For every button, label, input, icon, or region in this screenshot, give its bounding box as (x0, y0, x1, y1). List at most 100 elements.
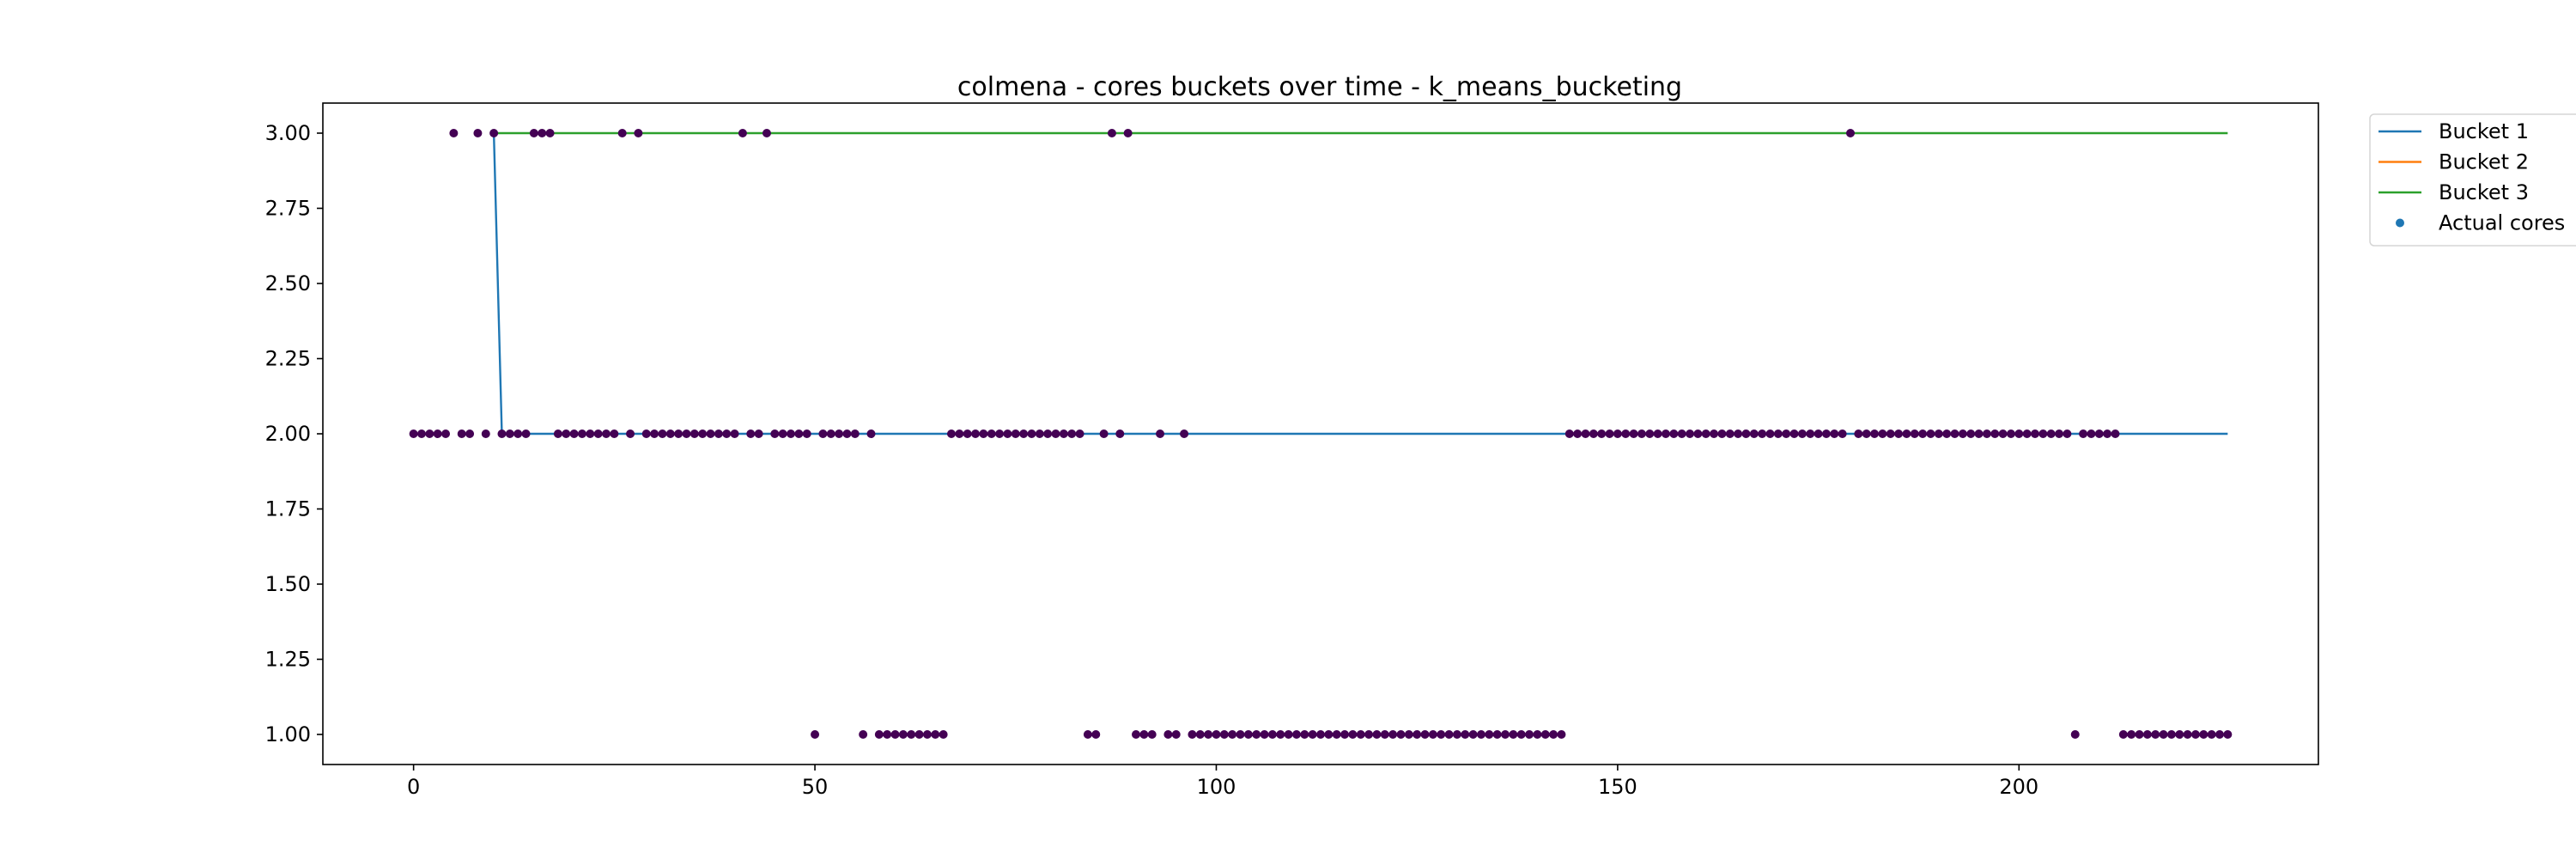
data-point (770, 430, 780, 438)
y-tick-label: 2.75 (265, 197, 311, 221)
data-point (890, 730, 900, 739)
data-point (1701, 430, 1710, 438)
data-point (811, 730, 820, 739)
data-point (866, 430, 876, 438)
data-point (1461, 730, 1470, 739)
data-point (601, 430, 611, 438)
legend-label-bucket-3: Bucket 3 (2439, 180, 2529, 204)
data-point (1396, 730, 1406, 739)
data-point (1958, 430, 1967, 438)
data-point (2063, 430, 2072, 438)
data-point (497, 430, 507, 438)
data-point (441, 430, 451, 438)
data-point (449, 129, 459, 137)
data-point (1027, 430, 1036, 438)
legend-label-bucket-2: Bucket 2 (2439, 150, 2529, 174)
data-point (1059, 430, 1068, 438)
data-point (1998, 430, 2008, 438)
data-point (2055, 430, 2064, 438)
data-point (1284, 730, 1293, 739)
data-point (658, 430, 667, 438)
data-point (1789, 430, 1799, 438)
data-point (1902, 430, 1911, 438)
legend-label-actual-cores: Actual cores (2439, 211, 2565, 235)
data-point (521, 430, 531, 438)
data-point (1910, 430, 1919, 438)
x-tick-label: 100 (1197, 775, 1236, 799)
data-point (553, 430, 562, 438)
data-point (1934, 430, 1943, 438)
data-point (1854, 430, 1863, 438)
data-point (1830, 430, 1839, 438)
data-point (2022, 430, 2032, 438)
data-point (665, 430, 675, 438)
data-point (1966, 430, 1976, 438)
data-point (714, 430, 723, 438)
data-point (2190, 730, 2200, 739)
y-tick-label: 3.00 (265, 121, 311, 145)
data-point (1597, 430, 1607, 438)
data-point (1782, 430, 1791, 438)
data-point (1926, 430, 1935, 438)
data-point (987, 430, 996, 438)
data-point (1573, 430, 1583, 438)
data-point (1821, 430, 1831, 438)
data-point (1661, 430, 1670, 438)
data-point (1276, 730, 1285, 739)
data-point (1525, 730, 1534, 739)
data-point (922, 730, 932, 739)
data-point (1686, 430, 1695, 438)
data-point (1749, 430, 1759, 438)
data-point (2215, 730, 2225, 739)
data-point (1163, 730, 1173, 739)
data-point (2199, 730, 2208, 739)
data-point (963, 430, 972, 438)
data-point (1413, 730, 1422, 739)
data-point (1437, 730, 1446, 739)
data-point (850, 430, 860, 438)
data-point (1814, 430, 1823, 438)
data-point (1204, 730, 1213, 739)
data-point (617, 129, 627, 137)
data-point (1581, 430, 1590, 438)
data-point (2046, 430, 2056, 438)
data-point (2111, 430, 2120, 438)
data-point (754, 430, 763, 438)
data-point (1982, 430, 1991, 438)
data-point (1653, 430, 1662, 438)
data-point (1878, 430, 1887, 438)
data-point (1870, 430, 1880, 438)
data-point (1589, 430, 1598, 438)
data-point (2159, 730, 2168, 739)
data-point (1501, 730, 1510, 739)
data-point (1267, 730, 1277, 739)
data-point (1734, 430, 1743, 438)
data-point (1324, 730, 1334, 739)
data-point (1364, 730, 1374, 739)
data-point (1765, 430, 1775, 438)
data-point (2118, 730, 2128, 739)
data-point (1131, 730, 1140, 739)
data-point (835, 430, 844, 438)
data-point (1605, 430, 1614, 438)
data-point (1509, 730, 1518, 739)
data-point (946, 430, 956, 438)
y-tick-label: 1.75 (265, 497, 311, 521)
data-point (1003, 430, 1012, 438)
data-point (1252, 730, 1261, 739)
data-point (2006, 430, 2015, 438)
data-point (1564, 430, 1574, 438)
data-point (650, 430, 659, 438)
data-point (1228, 730, 1237, 739)
data-point (955, 430, 964, 438)
chart-title: colmena - cores buckets over time - k_me… (957, 72, 1682, 102)
data-point (634, 129, 643, 137)
data-point (914, 730, 924, 739)
legend-label-bucket-1: Bucket 1 (2439, 119, 2529, 143)
data-point (682, 430, 691, 438)
data-point (1629, 430, 1638, 438)
data-point (489, 129, 499, 137)
data-point (1428, 730, 1437, 739)
data-point (883, 730, 892, 739)
